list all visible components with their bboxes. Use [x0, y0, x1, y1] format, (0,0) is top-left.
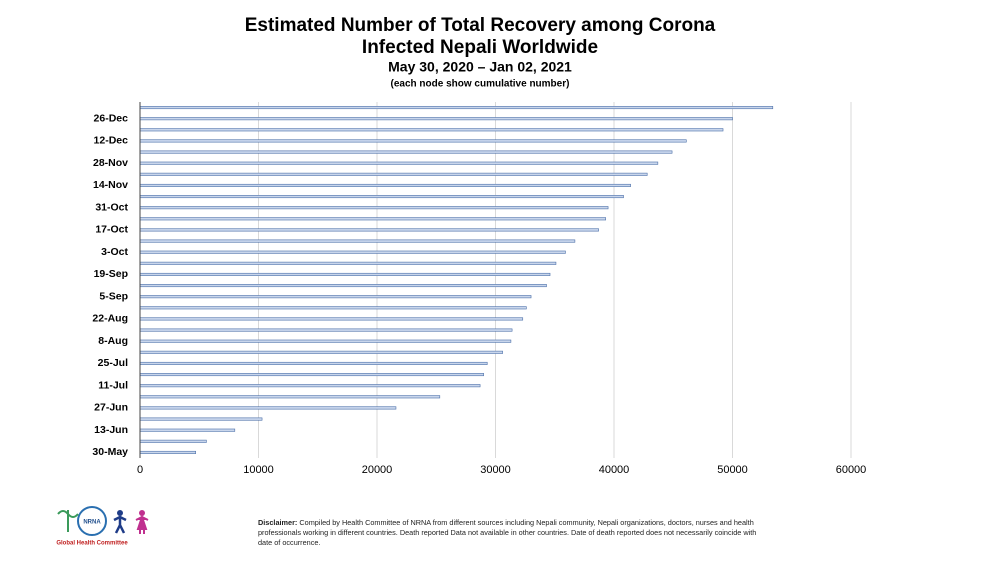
bar — [139, 339, 512, 343]
bar — [139, 450, 196, 454]
logo-caption: Global Health Committee — [56, 541, 128, 547]
y-tick-label: 25-Jul — [98, 357, 128, 369]
y-tick-label: 19-Sep — [94, 268, 128, 280]
disclaimer-text: Compiled by Health Committee of NRNA fro… — [258, 518, 757, 547]
x-tick-label: 30000 — [480, 464, 511, 476]
y-tick-label: 26-Dec — [94, 112, 129, 124]
bar — [139, 328, 513, 332]
chart-subtitle: May 30, 2020 – Jan 02, 2021 — [388, 59, 572, 75]
y-tick-label: 22-Aug — [92, 313, 128, 325]
y-tick-label: 8-Aug — [98, 335, 128, 347]
logo-text: NRNA — [83, 520, 101, 526]
bar — [139, 350, 503, 354]
chart-note: (each node show cumulative number) — [391, 79, 570, 90]
y-tick-label: 12-Dec — [94, 135, 129, 147]
bar — [139, 172, 648, 176]
x-tick-label: 40000 — [599, 464, 630, 476]
logo-caduceus — [57, 510, 79, 532]
y-tick-label: 27-Jun — [94, 402, 128, 414]
x-tick-label: 60000 — [836, 464, 867, 476]
x-tick-label: 10000 — [243, 464, 274, 476]
bar — [139, 261, 557, 265]
bar — [139, 272, 551, 276]
bar — [139, 384, 481, 388]
disclaimer-label: Disclaimer: — [258, 518, 298, 527]
y-tick-label: 5-Sep — [99, 290, 128, 302]
bar — [139, 395, 441, 399]
bar — [139, 128, 724, 132]
logo-figure — [113, 515, 127, 534]
x-tick-label: 50000 — [717, 464, 748, 476]
bar — [139, 317, 524, 321]
bar — [139, 373, 484, 377]
bar — [139, 139, 687, 143]
logo-circle — [77, 506, 107, 536]
bar — [139, 428, 236, 432]
chart-title: Estimated Number of Total Recovery among… — [245, 15, 716, 36]
logo-figure — [117, 510, 123, 516]
y-tick-label: 3-Oct — [101, 246, 128, 258]
logo-figure — [135, 513, 149, 534]
y-tick-label: 17-Oct — [95, 224, 128, 236]
bar — [139, 161, 659, 165]
y-tick-label: 30-May — [92, 446, 128, 458]
x-tick-label: 20000 — [362, 464, 393, 476]
bar — [139, 406, 397, 410]
bar — [139, 117, 733, 121]
bar — [139, 306, 527, 310]
bar — [139, 228, 599, 232]
y-tick-label: 13-Jun — [94, 424, 128, 436]
bar — [139, 195, 624, 199]
logo-figure — [139, 510, 145, 516]
chart-title-line2: Infected Nepali Worldwide — [362, 37, 598, 58]
y-tick-label: 11-Jul — [98, 379, 128, 391]
bar — [139, 295, 532, 299]
bar — [139, 361, 488, 365]
bar — [139, 284, 547, 288]
bar — [139, 417, 263, 421]
bar — [139, 250, 566, 254]
bar — [139, 239, 576, 243]
y-tick-label: 28-Nov — [93, 157, 128, 169]
y-tick-label: 14-Nov — [93, 179, 128, 191]
y-tick-label: 31-Oct — [95, 201, 128, 213]
bar — [139, 106, 774, 110]
bar — [139, 439, 207, 443]
bar — [139, 217, 607, 221]
x-tick-label: 0 — [137, 464, 143, 476]
bar — [139, 183, 631, 187]
logo: NRNA Global Health Committee — [56, 506, 149, 547]
disclaimer: Disclaimer: Compiled by Health Committee… — [258, 518, 758, 548]
bar — [139, 206, 609, 210]
bar — [139, 150, 673, 154]
